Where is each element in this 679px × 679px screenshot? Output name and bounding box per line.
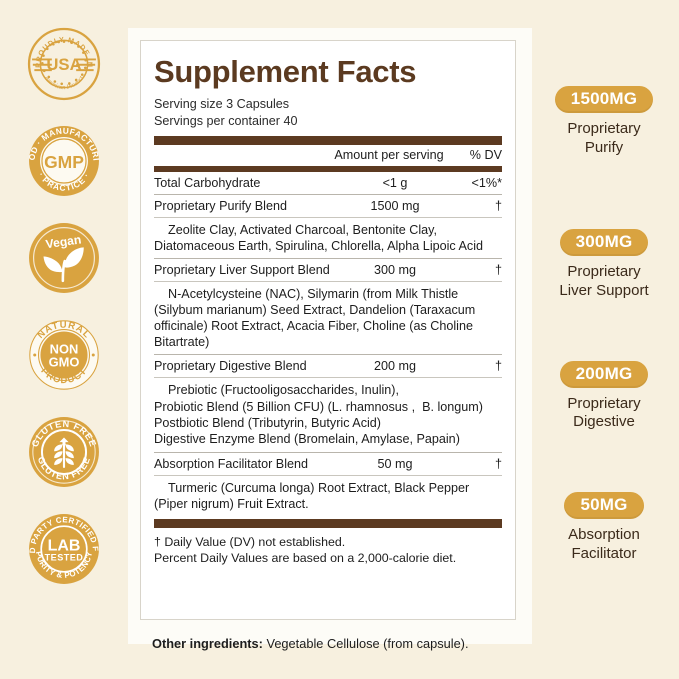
svg-text:GMP: GMP <box>44 152 84 172</box>
svg-text:TESTED: TESTED <box>45 552 84 562</box>
row-dv: † <box>494 359 502 374</box>
callout-digestive: 200MG Proprietary Digestive <box>536 360 672 433</box>
svg-text:NON: NON <box>50 341 79 356</box>
row-dv: <1%* <box>471 175 502 190</box>
svg-text:GMO: GMO <box>49 354 80 369</box>
other-ingredients-value: Vegetable Cellulose (from capsule). <box>266 636 469 651</box>
table-header-row: Amount per serving % DV <box>154 145 502 164</box>
other-ingredients: Other ingredients: Vegetable Cellulose (… <box>152 636 469 651</box>
amount-per-serving-header: Amount per serving <box>334 147 444 162</box>
callout-label-line1: Proprietary <box>567 119 641 137</box>
row-divider <box>154 280 502 282</box>
row-divider <box>154 474 502 476</box>
made-in-usa-badge-icon: PROUDLY MADE IN American Product USA <box>26 26 102 102</box>
lab-tested-badge-icon: 3RD PARTY CERTIFIED FOR PURITY & POTENCY… <box>26 511 102 587</box>
row-divider <box>154 216 502 218</box>
certification-badge-column: PROUDLY MADE IN American Product USA GOO… <box>14 26 114 587</box>
row-ingredients: Turmeric (Curcuma longa) Root Extract, B… <box>154 480 470 511</box>
footnote-percent-daily-values: Percent Daily Values are based on a 2,00… <box>154 551 457 566</box>
other-ingredients-label: Other ingredients: <box>152 636 263 651</box>
callout-label: Proprietary Purify <box>567 120 640 158</box>
table-row: Total Carbohydrate <1 g <1%* <box>154 172 502 194</box>
callout-label-line2: Liver Support <box>559 281 649 299</box>
row-amount: 200 mg <box>373 359 416 374</box>
row-dv: † <box>494 198 502 213</box>
divider-thick-bottom <box>154 519 502 528</box>
callout-purify: 1500MG Proprietary Purify <box>536 86 672 157</box>
row-amount: <1 g <box>382 175 408 190</box>
row-amount: 50 mg <box>377 456 413 471</box>
callout-amount-badge: 1500MG <box>554 86 654 113</box>
table-row: Proprietary Liver Support Blend 300 mg † <box>154 259 502 281</box>
callout-amount-badge: 300MG <box>559 229 649 257</box>
svg-text:American Product: American Product <box>42 74 85 91</box>
callout-label-line1: Absorption <box>568 525 640 543</box>
table-row: Proprietary Digestive Blend 200 mg † <box>154 355 502 377</box>
row-divider <box>154 354 502 356</box>
non-gmo-badge-icon: NATURAL PRODUCT NON GMO <box>26 317 102 393</box>
row-ingredients: N-Acetylcysteine (NAC), Silymarin (from … <box>154 286 476 350</box>
percent-dv-header: % DV <box>469 147 502 162</box>
row-dv: † <box>494 456 502 471</box>
dosage-callout-column: 1500MG Proprietary Purify 300MG Propriet… <box>536 86 672 563</box>
row-ingredient-lines: Prebiotic (Fructooligosaccharides, Inuli… <box>154 378 502 451</box>
row-amount: 1500 mg <box>370 198 420 213</box>
callout-label-line2: Digestive <box>573 413 635 431</box>
page-title: Supplement Facts <box>154 54 417 89</box>
callout-amount-badge: 200MG <box>559 360 649 388</box>
callout-label-line2: Purify <box>584 138 624 156</box>
supplement-facts-panel: Supplement Facts Serving size 3 Capsules… <box>140 40 516 620</box>
svg-text:LAB: LAB <box>48 538 81 555</box>
row-divider <box>154 377 502 379</box>
row-dv: † <box>494 262 502 277</box>
table-row: Absorption Facilitator Blend 50 mg † <box>154 453 502 475</box>
ingredient-line: Postbiotic Blend (Tributyrin, Butyric Ac… <box>154 416 382 431</box>
callout-label-line1: Proprietary <box>567 263 641 281</box>
row-name: Proprietary Digestive Blend <box>154 359 307 374</box>
callout-label: Proprietary Liver Support <box>559 263 648 301</box>
row-name: Proprietary Liver Support Blend <box>154 262 330 277</box>
svg-text:Vegan: Vegan <box>45 232 82 251</box>
gmp-badge-icon: GOOD · MANUFACTURING · PRACTICE · GMP <box>26 123 102 199</box>
callout-absorption: 50MG Absorption Facilitator <box>536 492 672 563</box>
row-divider <box>154 193 502 195</box>
row-ingredients: Zeolite Clay, Activated Charcoal, Benton… <box>154 222 484 253</box>
serving-size-text: Serving size 3 Capsules <box>154 97 290 112</box>
ingredient-line: Prebiotic (Fructooligosaccharides, Inuli… <box>168 383 399 398</box>
row-amount: 300 mg <box>373 262 416 277</box>
row-divider <box>154 257 502 259</box>
callout-liver-support: 300MG Proprietary Liver Support <box>536 229 672 300</box>
row-name: Absorption Facilitator Blend <box>154 456 309 471</box>
vegan-badge-icon: Vegan <box>26 220 102 296</box>
footnote-daily-value: † Daily Value (DV) not established. <box>154 535 346 549</box>
svg-text:USA: USA <box>46 55 81 74</box>
supplement-facts-card: Supplement Facts Serving size 3 Capsules… <box>128 28 532 651</box>
row-divider <box>154 451 502 453</box>
callout-label: Absorption Facilitator <box>568 526 640 564</box>
divider-thick-top <box>154 135 502 145</box>
table-row: Proprietary Purify Blend 1500 mg † <box>154 195 502 217</box>
divider-med-header <box>154 165 502 172</box>
row-name: Total Carbohydrate <box>154 175 261 190</box>
ingredient-line: Probiotic Blend (5 Billion CFU) (L. rham… <box>154 399 483 414</box>
servings-per-container-text: Servings per container 40 <box>154 113 298 128</box>
callout-amount-badge: 50MG <box>564 492 644 519</box>
callout-label: Proprietary Digestive <box>567 395 640 433</box>
gluten-free-badge-icon: GLUTEN FREE GLUTEN FREE <box>26 414 102 490</box>
callout-label-line1: Proprietary <box>567 394 641 412</box>
ingredient-line: Digestive Enzyme Blend (Bromelain, Amyla… <box>154 432 460 447</box>
row-name: Proprietary Purify Blend <box>154 198 287 213</box>
callout-label-line2: Facilitator <box>571 544 637 562</box>
